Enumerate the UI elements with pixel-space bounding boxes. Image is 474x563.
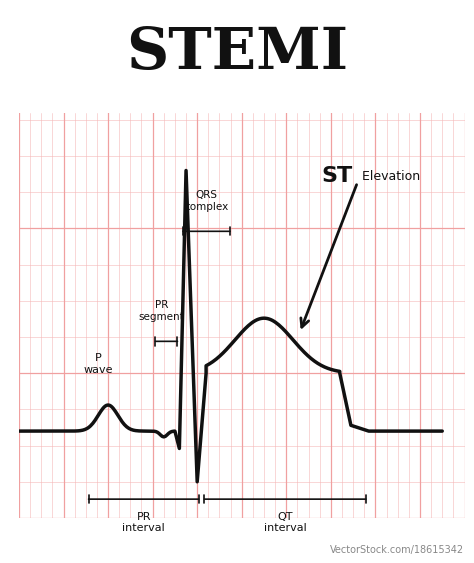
Text: PR
interval: PR interval: [122, 512, 165, 533]
Text: VectorStock.com/18615342: VectorStock.com/18615342: [330, 546, 465, 555]
Text: Elevation: Elevation: [357, 170, 419, 183]
Text: ST: ST: [321, 167, 353, 186]
Text: QT
interval: QT interval: [264, 512, 307, 533]
Text: STEMI: STEMI: [126, 25, 348, 81]
Text: QRS
complex: QRS complex: [184, 190, 228, 212]
Text: PR
segment: PR segment: [139, 300, 184, 321]
Text: P
wave: P wave: [84, 353, 113, 375]
Text: VectorStock®: VectorStock®: [9, 546, 77, 555]
